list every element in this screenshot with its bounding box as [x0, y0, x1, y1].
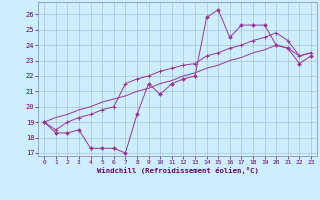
X-axis label: Windchill (Refroidissement éolien,°C): Windchill (Refroidissement éolien,°C) — [97, 167, 259, 174]
